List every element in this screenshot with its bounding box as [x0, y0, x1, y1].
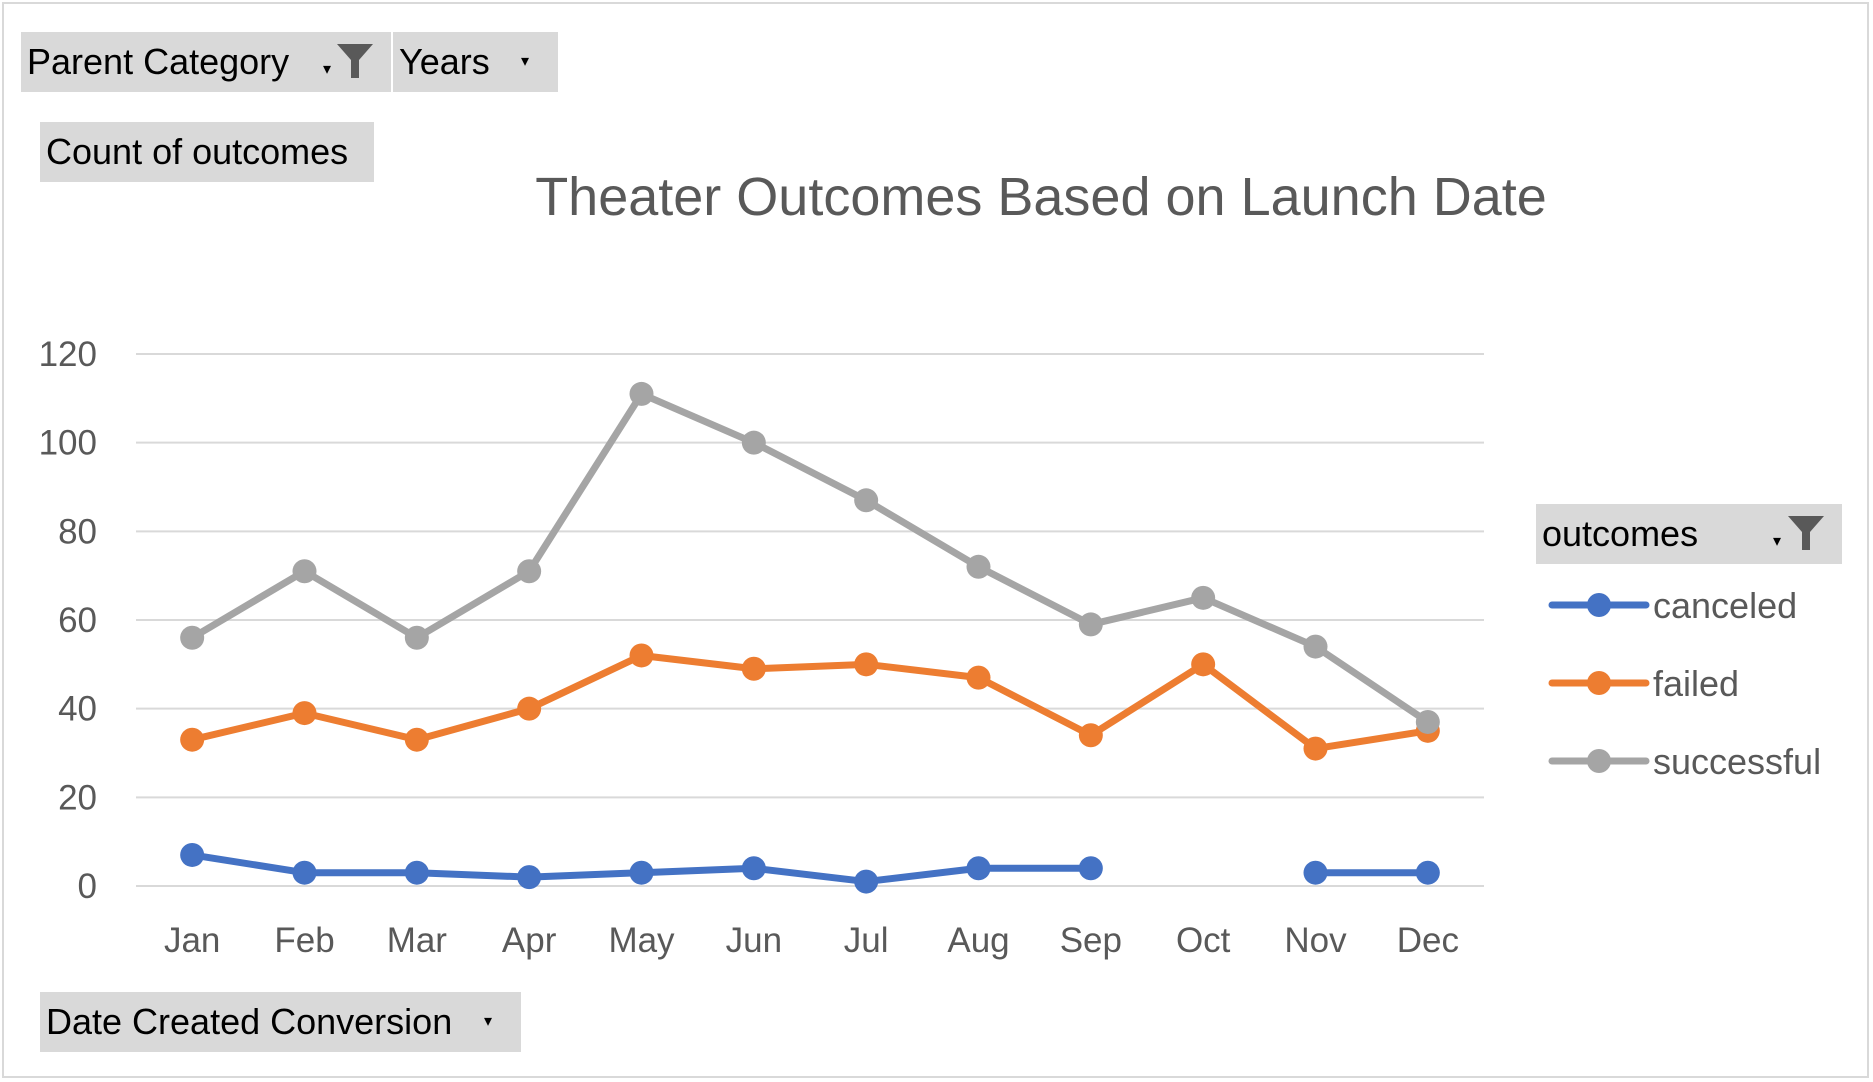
x-tick-label: May	[608, 921, 675, 960]
data-point-successful	[1078, 612, 1103, 637]
data-point-failed	[292, 701, 317, 726]
legend: canceled failed successful	[1548, 585, 1821, 782]
y-tick-label: 120	[39, 335, 97, 374]
series-canceled	[180, 842, 1440, 894]
x-tick-label: Jun	[726, 921, 782, 960]
series-failed	[180, 643, 1440, 761]
line-chart: Theater Outcomes Based on Launch Date 0 2…	[39, 167, 1821, 960]
data-point-canceled	[1303, 860, 1328, 885]
data-point-failed	[1191, 652, 1216, 677]
y-tick-label: 80	[58, 512, 97, 551]
data-point-canceled	[629, 860, 654, 885]
data-point-failed	[741, 656, 766, 681]
y-tick-label: 60	[58, 601, 97, 640]
years-label: Years	[399, 41, 490, 82]
legend-label: failed	[1653, 663, 1739, 704]
series-successful	[180, 381, 1440, 734]
data-point-successful	[180, 625, 205, 650]
parent-category-filter-button[interactable]: Parent Category ▾	[21, 32, 391, 92]
series-lines	[180, 381, 1440, 894]
y-tick-label: 20	[58, 778, 97, 817]
values-field-label: Count of outcomes	[46, 131, 349, 172]
data-point-canceled	[1078, 856, 1103, 881]
data-point-canceled	[292, 860, 317, 885]
chart-title: Theater Outcomes Based on Launch Date	[535, 167, 1547, 227]
legend-label: successful	[1653, 741, 1821, 782]
x-tick-label: Oct	[1176, 921, 1231, 960]
data-point-failed	[1303, 736, 1328, 761]
legend-field-button[interactable]: outcomes ▾	[1536, 504, 1842, 564]
legend-field-label: outcomes	[1542, 513, 1699, 554]
x-tick-label: Nov	[1284, 921, 1347, 960]
data-point-canceled	[966, 856, 991, 881]
dropdown-arrow-icon: ▾	[521, 53, 530, 70]
funnel-filter-icon	[1788, 516, 1824, 550]
legend-item-successful: successful	[1548, 741, 1821, 782]
x-tick-label: Jul	[844, 921, 889, 960]
legend-marker	[1587, 749, 1611, 773]
y-tick-label: 100	[39, 424, 97, 463]
data-point-successful	[854, 488, 879, 513]
funnel-filter-icon	[337, 44, 373, 78]
data-point-successful	[404, 625, 429, 650]
y-tick-label: 40	[58, 690, 97, 729]
dropdown-arrow-icon: ▾	[323, 61, 332, 78]
gridlines	[136, 353, 1484, 887]
data-point-successful	[629, 381, 654, 406]
x-tick-label: Aug	[947, 921, 1009, 960]
x-tick-label: Dec	[1397, 921, 1459, 960]
data-point-successful	[517, 559, 542, 584]
x-tick-label: Feb	[274, 921, 334, 960]
date-created-conversion-field-button[interactable]: Date Created Conversion ▾	[40, 992, 521, 1052]
legend-item-failed: failed	[1548, 663, 1739, 704]
data-point-failed	[1078, 723, 1103, 748]
series-line-successful	[188, 390, 1432, 726]
legend-marker	[1587, 593, 1611, 617]
x-tick-label: Jan	[164, 921, 220, 960]
count-of-outcomes-field-button[interactable]: Count of outcomes	[40, 122, 374, 182]
axis-field-label: Date Created Conversion	[46, 1001, 453, 1042]
data-point-failed	[180, 727, 205, 752]
x-axis-ticks: Jan Feb Mar Apr May Jun Jul Aug Sep Oct Nov Dec	[164, 921, 1459, 960]
data-point-successful	[966, 554, 991, 579]
data-point-successful	[292, 559, 317, 584]
data-point-failed	[854, 652, 879, 677]
data-point-canceled	[741, 856, 766, 881]
data-point-failed	[404, 727, 429, 752]
data-point-canceled	[1415, 860, 1440, 885]
parent-category-label: Parent Category	[27, 41, 290, 82]
x-tick-label: Sep	[1060, 921, 1122, 960]
legend-marker	[1587, 671, 1611, 695]
data-point-failed	[966, 665, 991, 690]
data-point-successful	[1303, 634, 1328, 659]
data-point-successful	[1191, 585, 1216, 610]
y-tick-label: 0	[78, 867, 97, 906]
data-point-successful	[1415, 709, 1440, 734]
data-point-failed	[629, 643, 654, 668]
dropdown-arrow-icon: ▾	[1773, 533, 1782, 550]
data-point-canceled	[517, 865, 542, 890]
y-axis-ticks: 0 20 40 60 80 100 120	[39, 335, 97, 906]
data-point-canceled	[180, 842, 205, 867]
data-point-canceled	[854, 869, 879, 894]
series-line-failed	[188, 651, 1432, 753]
years-filter-button[interactable]: Years ▾	[393, 32, 558, 92]
legend-item-canceled: canceled	[1548, 585, 1797, 626]
dropdown-arrow-icon: ▾	[484, 1013, 493, 1030]
x-tick-label: Mar	[387, 921, 448, 960]
data-point-successful	[741, 430, 766, 455]
data-point-failed	[517, 696, 542, 721]
legend-label: canceled	[1653, 585, 1797, 626]
x-tick-label: Apr	[502, 921, 557, 960]
data-point-canceled	[404, 860, 429, 885]
